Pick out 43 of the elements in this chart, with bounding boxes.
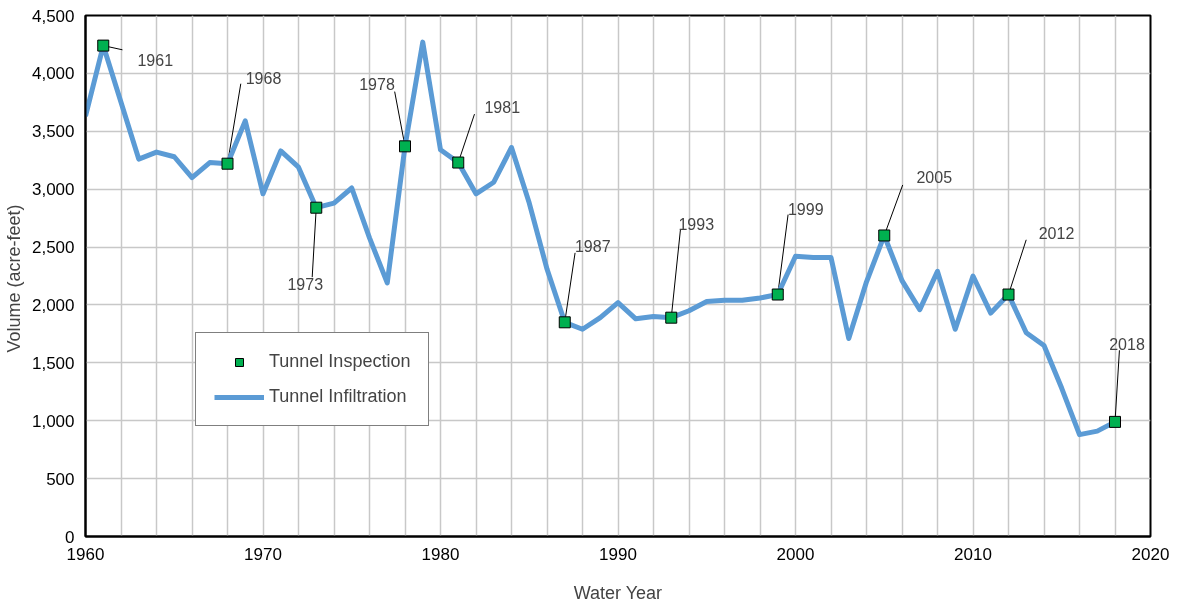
x-tick-label: 2000 [776,544,815,564]
annotation: 2018 [1109,335,1145,353]
y-tick-label: 3,000 [31,180,75,200]
point [665,311,678,324]
point [452,156,465,169]
legend-label: Tunnel Inspection [269,351,411,372]
point [1002,288,1015,301]
y-tick-label: 4,500 [31,6,75,26]
point [558,316,571,329]
x-tick-label: 1970 [244,544,282,564]
y-tick-label: 2,500 [31,238,75,258]
point [1109,415,1121,428]
y-tick-label: 500 [46,469,75,489]
x-tick-label: 1990 [599,544,637,564]
point [399,140,411,153]
y-tick-label: 3,500 [31,122,75,142]
x-tick-label: 2020 [1131,544,1170,564]
annotation: 1981 [484,98,521,116]
point [97,39,110,52]
point [221,157,234,170]
annotation: 1987 [574,238,611,256]
point [310,201,323,214]
annotation: 1978 [359,76,395,94]
annotation: 1993 [678,215,715,233]
y-tick-label: 4,000 [31,64,75,84]
annotation: 1973 [287,275,324,293]
x-axis-title: Water Year [573,582,663,603]
annotation: 2005 [916,169,953,187]
point [771,288,784,301]
y-tick-label: 2,000 [31,295,75,315]
annotation: 1968 [245,69,282,87]
legend-label: Tunnel Infiltration [269,386,407,407]
y-tick-label: 1,000 [31,411,75,431]
annotation: 1961 [137,51,174,69]
x-tick-label: 1960 [66,544,105,564]
x-tick-label: 2010 [954,544,992,564]
y-tick-label: 1,500 [31,353,75,373]
y-tick-label: 0 [65,527,75,547]
x-tick-label: 1980 [421,544,460,564]
point [878,229,891,242]
y-axis-title: Volume (acre-feet) [3,204,24,353]
annotation: 2012 [1038,224,1075,242]
annotation: 1999 [787,200,824,218]
